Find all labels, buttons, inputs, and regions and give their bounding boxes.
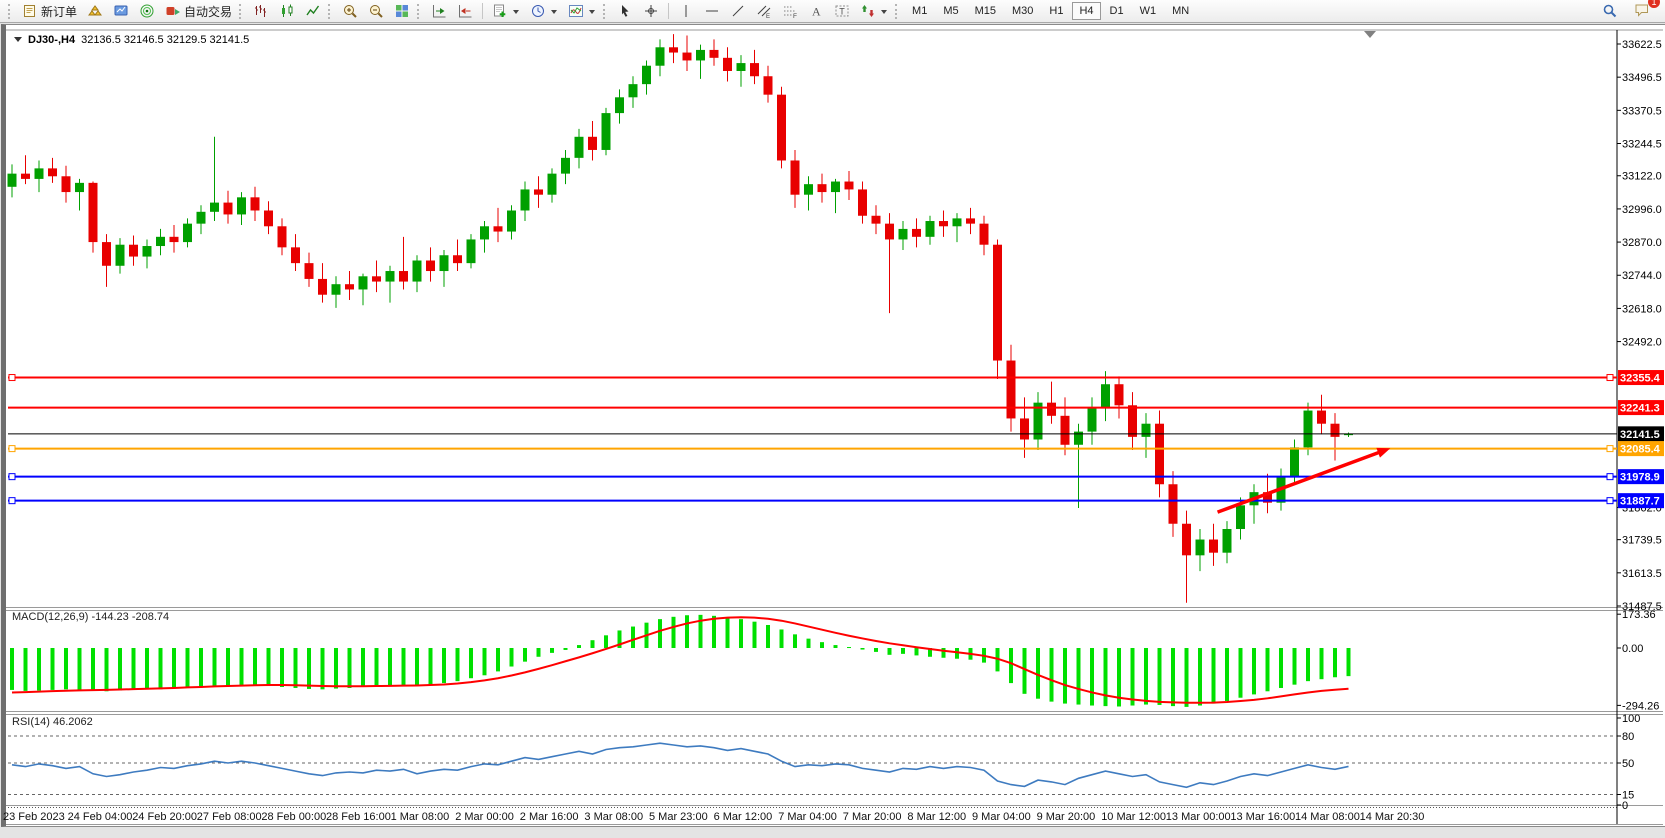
symbol-period-label: DJ30-,H4: [28, 33, 76, 46]
chart-title: DJ30-,H4 32136.5 32146.5 32129.5 32141.5: [14, 33, 249, 46]
bar-chart-icon: [253, 3, 269, 19]
tab-m15[interactable]: M15: [968, 2, 1003, 20]
toolbar-separator: [668, 3, 670, 19]
tab-m1[interactable]: M1: [905, 2, 934, 20]
sonar-icon: [139, 3, 155, 19]
tab-m30[interactable]: M30: [1005, 2, 1040, 20]
new-chart-button[interactable]: [488, 1, 524, 21]
tile-windows-icon: [394, 3, 410, 19]
chevron-down-icon: [551, 10, 558, 17]
toolbar-grip: [895, 3, 900, 19]
svg-text:F: F: [793, 13, 797, 19]
label-icon: T: [834, 3, 850, 19]
channel-icon: E: [756, 3, 772, 19]
sonar-button[interactable]: [135, 1, 159, 21]
terminal-icon: [113, 3, 129, 19]
new-order-label: 新订单: [41, 4, 78, 19]
tab-h1[interactable]: H1: [1042, 2, 1070, 20]
terminal-button[interactable]: [109, 1, 133, 21]
text-button[interactable]: A: [804, 1, 828, 21]
crosshair-button[interactable]: [639, 1, 663, 21]
horizontal-line-button[interactable]: [700, 1, 724, 21]
toolbar-grip: [8, 3, 13, 19]
candlestick-icon: [279, 3, 295, 19]
new-chart-icon: [492, 3, 508, 19]
notification-badge: 1: [1648, 0, 1660, 8]
search-button[interactable]: [1598, 1, 1622, 21]
label-button[interactable]: T: [830, 1, 854, 21]
chat-icon: [1634, 2, 1650, 18]
text-icon: A: [808, 3, 824, 19]
crosshair-icon: [643, 3, 659, 19]
shapes-button[interactable]: [856, 1, 892, 21]
bar-chart-button[interactable]: [249, 1, 273, 21]
search-icon: [1602, 3, 1618, 19]
zoom-in-button[interactable]: [338, 1, 362, 21]
new-order-button[interactable]: 新订单: [18, 1, 81, 22]
gold-icon: [87, 3, 103, 19]
zoom-out-icon: [368, 3, 384, 19]
fibonacci-button[interactable]: F: [778, 1, 802, 21]
period-clock-button[interactable]: [526, 1, 562, 21]
toolbar-grip: [328, 3, 333, 19]
vertical-line-button[interactable]: [674, 1, 698, 21]
macd-name: MACD(12,26,9): [12, 611, 89, 623]
rsi-value: 46.2062: [52, 716, 93, 728]
cursor-button[interactable]: [613, 1, 637, 21]
macd-label: MACD(12,26,9) -144.23 -208.74: [12, 611, 169, 623]
trendline-icon: [730, 3, 746, 19]
chevron-down-icon: [589, 10, 596, 17]
template-icon: [568, 3, 584, 19]
svg-text:A: A: [812, 5, 821, 19]
autotrade-button[interactable]: 自动交易: [161, 1, 236, 22]
horizontal-line-icon: [704, 3, 720, 19]
vertical-line-icon: [678, 3, 694, 19]
line-chart-icon: [305, 3, 321, 19]
toolbar-grip: [417, 3, 422, 19]
autoscroll-icon: [431, 3, 447, 19]
svg-text:T: T: [839, 7, 845, 17]
tab-d1[interactable]: D1: [1103, 2, 1131, 20]
trendline-button[interactable]: [726, 1, 750, 21]
zoom-in-icon: [342, 3, 358, 19]
toolbar: 新订单 自动交易: [0, 0, 1665, 23]
shapes-icon: [860, 3, 876, 19]
toolbar-separator: [482, 3, 484, 19]
tile-windows-button[interactable]: [390, 1, 414, 21]
autoscroll-button[interactable]: [427, 1, 451, 21]
chevron-down-icon: [881, 10, 888, 17]
chart-shift-icon: [457, 3, 473, 19]
gold-button[interactable]: [83, 1, 107, 21]
tab-w1[interactable]: W1: [1133, 2, 1164, 20]
tab-m5[interactable]: M5: [936, 2, 965, 20]
symbol-dropdown-icon[interactable]: [14, 37, 22, 46]
cursor-icon: [617, 3, 633, 19]
rsi-label: RSI(14) 46.2062: [12, 716, 93, 728]
chat-button[interactable]: [1630, 0, 1654, 20]
new-order-icon: [22, 3, 38, 19]
ohlc-values: 32136.5 32146.5 32129.5 32141.5: [81, 33, 250, 46]
tab-mn[interactable]: MN: [1165, 2, 1196, 20]
rsi-name: RSI(14): [12, 716, 50, 728]
macd-values: -144.23 -208.74: [91, 611, 170, 623]
toolbar-grip: [603, 3, 608, 19]
period-clock-icon: [530, 3, 546, 19]
candlestick-chart-button[interactable]: [275, 1, 299, 21]
line-chart-button[interactable]: [301, 1, 325, 21]
chart-window[interactable]: [1, 24, 1665, 827]
toolbar-grip: [239, 3, 244, 19]
autotrade-icon: [165, 3, 181, 19]
chart-shift-button[interactable]: [453, 1, 477, 21]
autotrade-label: 自动交易: [184, 4, 233, 19]
svg-text:E: E: [766, 14, 770, 19]
chevron-down-icon: [513, 10, 520, 17]
tab-h4[interactable]: H4: [1072, 2, 1101, 20]
template-button[interactable]: [564, 1, 600, 21]
fibonacci-icon: F: [782, 3, 798, 19]
channel-button[interactable]: E: [752, 1, 776, 21]
zoom-out-button[interactable]: [364, 1, 388, 21]
